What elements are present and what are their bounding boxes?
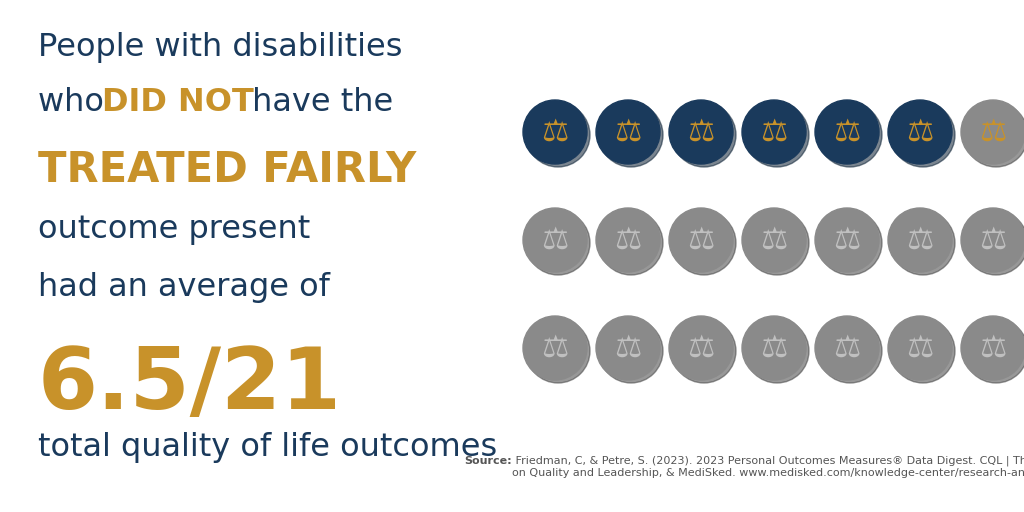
Text: outcome present: outcome present bbox=[38, 214, 310, 245]
Circle shape bbox=[742, 208, 806, 272]
Text: ⚖: ⚖ bbox=[614, 333, 642, 362]
Text: ⚖: ⚖ bbox=[760, 117, 787, 146]
Circle shape bbox=[523, 316, 587, 380]
Text: ⚖: ⚖ bbox=[979, 225, 1007, 254]
Circle shape bbox=[818, 103, 882, 167]
Text: ⚖: ⚖ bbox=[906, 225, 934, 254]
Circle shape bbox=[526, 319, 590, 383]
Circle shape bbox=[818, 211, 882, 275]
Circle shape bbox=[596, 100, 660, 164]
Circle shape bbox=[672, 103, 736, 167]
Circle shape bbox=[888, 316, 952, 380]
Circle shape bbox=[526, 211, 590, 275]
Text: ⚖: ⚖ bbox=[760, 225, 787, 254]
Text: ⚖: ⚖ bbox=[542, 225, 568, 254]
Circle shape bbox=[523, 208, 587, 272]
Circle shape bbox=[964, 319, 1024, 383]
Text: ⚖: ⚖ bbox=[614, 225, 642, 254]
Circle shape bbox=[745, 103, 809, 167]
Text: ⚖: ⚖ bbox=[906, 117, 934, 146]
Text: who: who bbox=[38, 87, 114, 118]
Text: ⚖: ⚖ bbox=[979, 333, 1007, 362]
Circle shape bbox=[523, 100, 587, 164]
Circle shape bbox=[596, 316, 660, 380]
Text: ⚖: ⚖ bbox=[760, 333, 787, 362]
Circle shape bbox=[742, 100, 806, 164]
Circle shape bbox=[599, 319, 663, 383]
Text: ⚖: ⚖ bbox=[979, 117, 1007, 146]
Circle shape bbox=[742, 316, 806, 380]
Circle shape bbox=[961, 316, 1024, 380]
Circle shape bbox=[669, 100, 733, 164]
Circle shape bbox=[745, 319, 809, 383]
Circle shape bbox=[526, 103, 590, 167]
Circle shape bbox=[672, 319, 736, 383]
Text: DID NOT: DID NOT bbox=[102, 87, 254, 118]
Circle shape bbox=[815, 100, 879, 164]
Text: 6.5/21: 6.5/21 bbox=[38, 344, 342, 427]
Text: Source:: Source: bbox=[464, 456, 512, 466]
Circle shape bbox=[891, 319, 955, 383]
Text: ⚖: ⚖ bbox=[687, 117, 715, 146]
Text: People with disabilities: People with disabilities bbox=[38, 32, 402, 63]
Text: total quality of life outcomes: total quality of life outcomes bbox=[38, 432, 498, 463]
Text: had an average of: had an average of bbox=[38, 272, 330, 303]
Circle shape bbox=[599, 103, 663, 167]
Text: have the: have the bbox=[242, 87, 393, 118]
Text: ⚖: ⚖ bbox=[834, 117, 861, 146]
Circle shape bbox=[961, 100, 1024, 164]
Circle shape bbox=[818, 319, 882, 383]
Circle shape bbox=[669, 316, 733, 380]
Circle shape bbox=[891, 211, 955, 275]
Text: ⚖: ⚖ bbox=[834, 333, 861, 362]
Circle shape bbox=[672, 211, 736, 275]
Circle shape bbox=[599, 211, 663, 275]
Circle shape bbox=[888, 100, 952, 164]
Text: ⚖: ⚖ bbox=[687, 225, 715, 254]
Text: ⚖: ⚖ bbox=[906, 333, 934, 362]
Circle shape bbox=[964, 103, 1024, 167]
Text: ⚖: ⚖ bbox=[542, 333, 568, 362]
Circle shape bbox=[745, 211, 809, 275]
Circle shape bbox=[815, 316, 879, 380]
Circle shape bbox=[669, 208, 733, 272]
Text: ⚖: ⚖ bbox=[834, 225, 861, 254]
Text: ⚖: ⚖ bbox=[614, 117, 642, 146]
Circle shape bbox=[964, 211, 1024, 275]
Circle shape bbox=[961, 208, 1024, 272]
Text: Friedman, C, & Petre, S. (2023). 2023 Personal Outcomes Measures® Data Digest. C: Friedman, C, & Petre, S. (2023). 2023 Pe… bbox=[512, 456, 1024, 478]
Circle shape bbox=[891, 103, 955, 167]
Text: TREATED FAIRLY: TREATED FAIRLY bbox=[38, 149, 416, 191]
Text: ⚖: ⚖ bbox=[542, 117, 568, 146]
Text: ⚖: ⚖ bbox=[687, 333, 715, 362]
Circle shape bbox=[815, 208, 879, 272]
Circle shape bbox=[596, 208, 660, 272]
Circle shape bbox=[888, 208, 952, 272]
